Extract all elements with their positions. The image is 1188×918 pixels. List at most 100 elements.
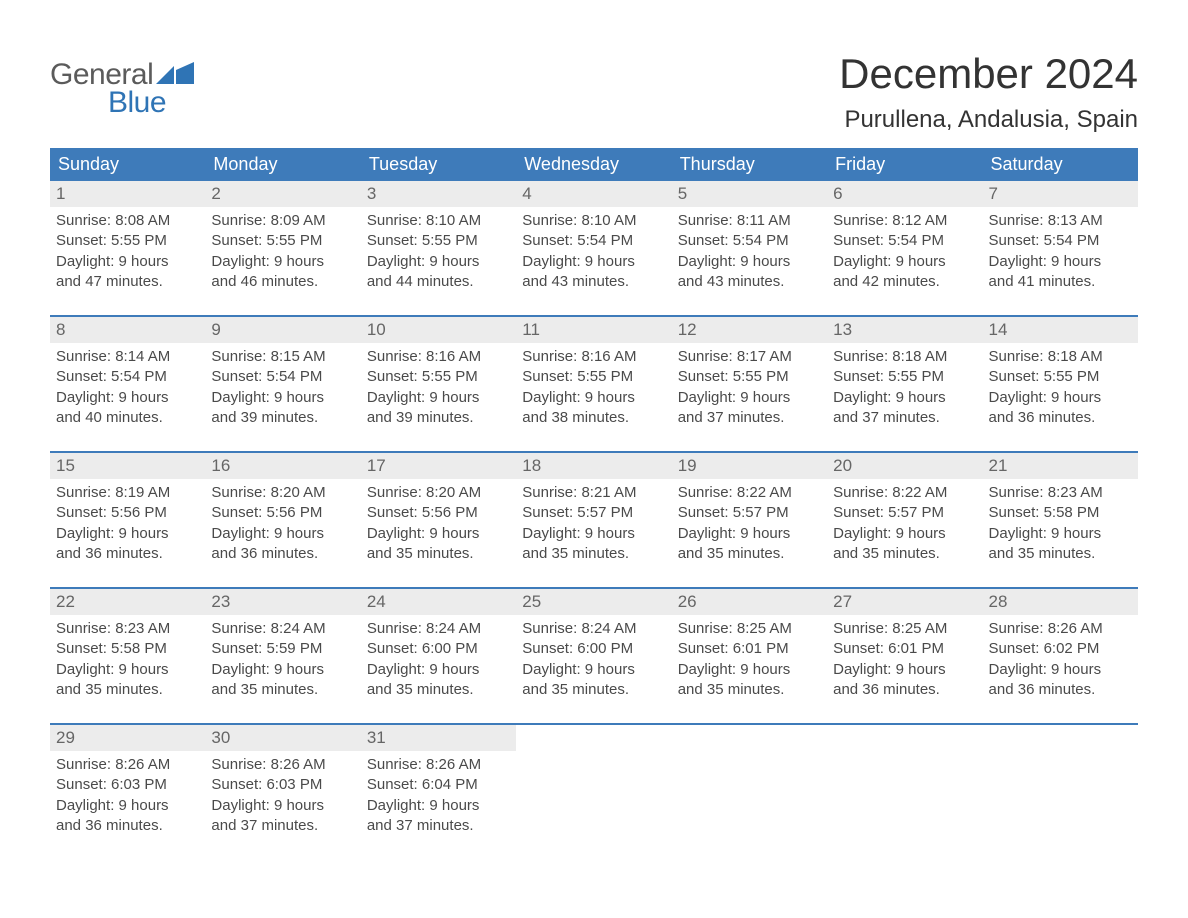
- day-d2: and 35 minutes.: [522, 680, 665, 700]
- week-row: 8Sunrise: 8:14 AMSunset: 5:54 PMDaylight…: [50, 315, 1138, 437]
- day-sunset: Sunset: 5:54 PM: [211, 367, 354, 387]
- day-sunrise: Sunrise: 8:10 AM: [367, 211, 510, 231]
- day-d1: Daylight: 9 hours: [833, 660, 976, 680]
- day-sunrise: Sunrise: 8:19 AM: [56, 483, 199, 503]
- day-body: Sunrise: 8:20 AMSunset: 5:56 PMDaylight:…: [205, 479, 360, 564]
- day-number: 29: [50, 725, 205, 751]
- day-cell: 17Sunrise: 8:20 AMSunset: 5:56 PMDayligh…: [361, 453, 516, 573]
- day-body: Sunrise: 8:09 AMSunset: 5:55 PMDaylight:…: [205, 207, 360, 292]
- day-sunset: Sunset: 5:57 PM: [833, 503, 976, 523]
- col-sunday: Sunday: [50, 148, 205, 181]
- day-body: Sunrise: 8:22 AMSunset: 5:57 PMDaylight:…: [827, 479, 982, 564]
- week-row: 1Sunrise: 8:08 AMSunset: 5:55 PMDaylight…: [50, 181, 1138, 301]
- day-body: Sunrise: 8:21 AMSunset: 5:57 PMDaylight:…: [516, 479, 671, 564]
- day-body: Sunrise: 8:25 AMSunset: 6:01 PMDaylight:…: [827, 615, 982, 700]
- day-sunrise: Sunrise: 8:13 AM: [989, 211, 1132, 231]
- col-friday: Friday: [827, 148, 982, 181]
- day-cell: 16Sunrise: 8:20 AMSunset: 5:56 PMDayligh…: [205, 453, 360, 573]
- day-sunset: Sunset: 6:00 PM: [367, 639, 510, 659]
- day-number: 22: [50, 589, 205, 615]
- day-sunrise: Sunrise: 8:12 AM: [833, 211, 976, 231]
- day-number: 17: [361, 453, 516, 479]
- day-sunrise: Sunrise: 8:08 AM: [56, 211, 199, 231]
- day-cell: 21Sunrise: 8:23 AMSunset: 5:58 PMDayligh…: [983, 453, 1138, 573]
- day-d1: Daylight: 9 hours: [833, 252, 976, 272]
- day-d2: and 35 minutes.: [522, 544, 665, 564]
- day-body: Sunrise: 8:15 AMSunset: 5:54 PMDaylight:…: [205, 343, 360, 428]
- day-sunrise: Sunrise: 8:26 AM: [367, 755, 510, 775]
- day-sunset: Sunset: 5:56 PM: [211, 503, 354, 523]
- day-body: Sunrise: 8:24 AMSunset: 6:00 PMDaylight:…: [516, 615, 671, 700]
- day-sunset: Sunset: 5:56 PM: [367, 503, 510, 523]
- day-sunset: Sunset: 5:55 PM: [56, 231, 199, 251]
- day-body: Sunrise: 8:10 AMSunset: 5:54 PMDaylight:…: [516, 207, 671, 292]
- day-d1: Daylight: 9 hours: [678, 524, 821, 544]
- day-d2: and 43 minutes.: [522, 272, 665, 292]
- col-saturday: Saturday: [983, 148, 1138, 181]
- day-d1: Daylight: 9 hours: [211, 252, 354, 272]
- day-d2: and 37 minutes.: [211, 816, 354, 836]
- location: Purullena, Andalusia, Spain: [839, 106, 1138, 134]
- day-sunrise: Sunrise: 8:20 AM: [367, 483, 510, 503]
- day-d1: Daylight: 9 hours: [989, 252, 1132, 272]
- day-d1: Daylight: 9 hours: [211, 796, 354, 816]
- day-body: Sunrise: 8:20 AMSunset: 5:56 PMDaylight:…: [361, 479, 516, 564]
- day-sunrise: Sunrise: 8:16 AM: [367, 347, 510, 367]
- day-sunset: Sunset: 5:54 PM: [833, 231, 976, 251]
- day-sunrise: Sunrise: 8:17 AM: [678, 347, 821, 367]
- day-number: 1: [50, 181, 205, 207]
- day-sunset: Sunset: 5:58 PM: [56, 639, 199, 659]
- day-body: Sunrise: 8:19 AMSunset: 5:56 PMDaylight:…: [50, 479, 205, 564]
- day-d2: and 37 minutes.: [367, 816, 510, 836]
- day-sunset: Sunset: 6:02 PM: [989, 639, 1132, 659]
- day-d1: Daylight: 9 hours: [522, 252, 665, 272]
- day-number: 30: [205, 725, 360, 751]
- day-cell: 9Sunrise: 8:15 AMSunset: 5:54 PMDaylight…: [205, 317, 360, 437]
- day-d2: and 36 minutes.: [833, 680, 976, 700]
- day-cell: 11Sunrise: 8:16 AMSunset: 5:55 PMDayligh…: [516, 317, 671, 437]
- day-cell: 12Sunrise: 8:17 AMSunset: 5:55 PMDayligh…: [672, 317, 827, 437]
- day-sunrise: Sunrise: 8:15 AM: [211, 347, 354, 367]
- week-row: 15Sunrise: 8:19 AMSunset: 5:56 PMDayligh…: [50, 451, 1138, 573]
- day-sunset: Sunset: 5:54 PM: [989, 231, 1132, 251]
- day-body: Sunrise: 8:10 AMSunset: 5:55 PMDaylight:…: [361, 207, 516, 292]
- day-number: 9: [205, 317, 360, 343]
- day-body: Sunrise: 8:14 AMSunset: 5:54 PMDaylight:…: [50, 343, 205, 428]
- day-number: 11: [516, 317, 671, 343]
- day-d2: and 36 minutes.: [989, 680, 1132, 700]
- day-cell: 18Sunrise: 8:21 AMSunset: 5:57 PMDayligh…: [516, 453, 671, 573]
- day-sunrise: Sunrise: 8:24 AM: [367, 619, 510, 639]
- day-cell: 2Sunrise: 8:09 AMSunset: 5:55 PMDaylight…: [205, 181, 360, 301]
- day-d1: Daylight: 9 hours: [367, 388, 510, 408]
- day-cell: 15Sunrise: 8:19 AMSunset: 5:56 PMDayligh…: [50, 453, 205, 573]
- day-cell: 29Sunrise: 8:26 AMSunset: 6:03 PMDayligh…: [50, 725, 205, 845]
- day-body: Sunrise: 8:26 AMSunset: 6:03 PMDaylight:…: [205, 751, 360, 836]
- day-d1: Daylight: 9 hours: [211, 660, 354, 680]
- brand-logo: General Blue: [50, 50, 194, 120]
- day-number: 5: [672, 181, 827, 207]
- day-number: 3: [361, 181, 516, 207]
- day-cell: 5Sunrise: 8:11 AMSunset: 5:54 PMDaylight…: [672, 181, 827, 301]
- calendar: Sunday Monday Tuesday Wednesday Thursday…: [50, 148, 1138, 845]
- day-cell: 19Sunrise: 8:22 AMSunset: 5:57 PMDayligh…: [672, 453, 827, 573]
- day-sunrise: Sunrise: 8:23 AM: [56, 619, 199, 639]
- flag-icon: [156, 62, 194, 89]
- day-sunrise: Sunrise: 8:18 AM: [833, 347, 976, 367]
- brand-word2: Blue: [108, 86, 194, 120]
- day-d1: Daylight: 9 hours: [56, 524, 199, 544]
- day-number: 6: [827, 181, 982, 207]
- day-d2: and 46 minutes.: [211, 272, 354, 292]
- day-cell: 20Sunrise: 8:22 AMSunset: 5:57 PMDayligh…: [827, 453, 982, 573]
- day-d1: Daylight: 9 hours: [211, 524, 354, 544]
- day-cell: 1 Sunrise: 8:08 AMSunset: 5:55 PMDaylight…: [50, 181, 205, 301]
- day-sunrise: Sunrise: 8:20 AM: [211, 483, 354, 503]
- day-sunrise: Sunrise: 8:14 AM: [56, 347, 199, 367]
- day-cell: 13Sunrise: 8:18 AMSunset: 5:55 PMDayligh…: [827, 317, 982, 437]
- day-d1: Daylight: 9 hours: [833, 524, 976, 544]
- day-cell: 3Sunrise: 8:10 AMSunset: 5:55 PMDaylight…: [361, 181, 516, 301]
- day-number: 8: [50, 317, 205, 343]
- day-d2: and 43 minutes.: [678, 272, 821, 292]
- day-d1: Daylight: 9 hours: [211, 388, 354, 408]
- day-cell: 6 Sunrise: 8:12 AMSunset: 5:54 PMDaylight…: [827, 181, 982, 301]
- day-d1: Daylight: 9 hours: [56, 252, 199, 272]
